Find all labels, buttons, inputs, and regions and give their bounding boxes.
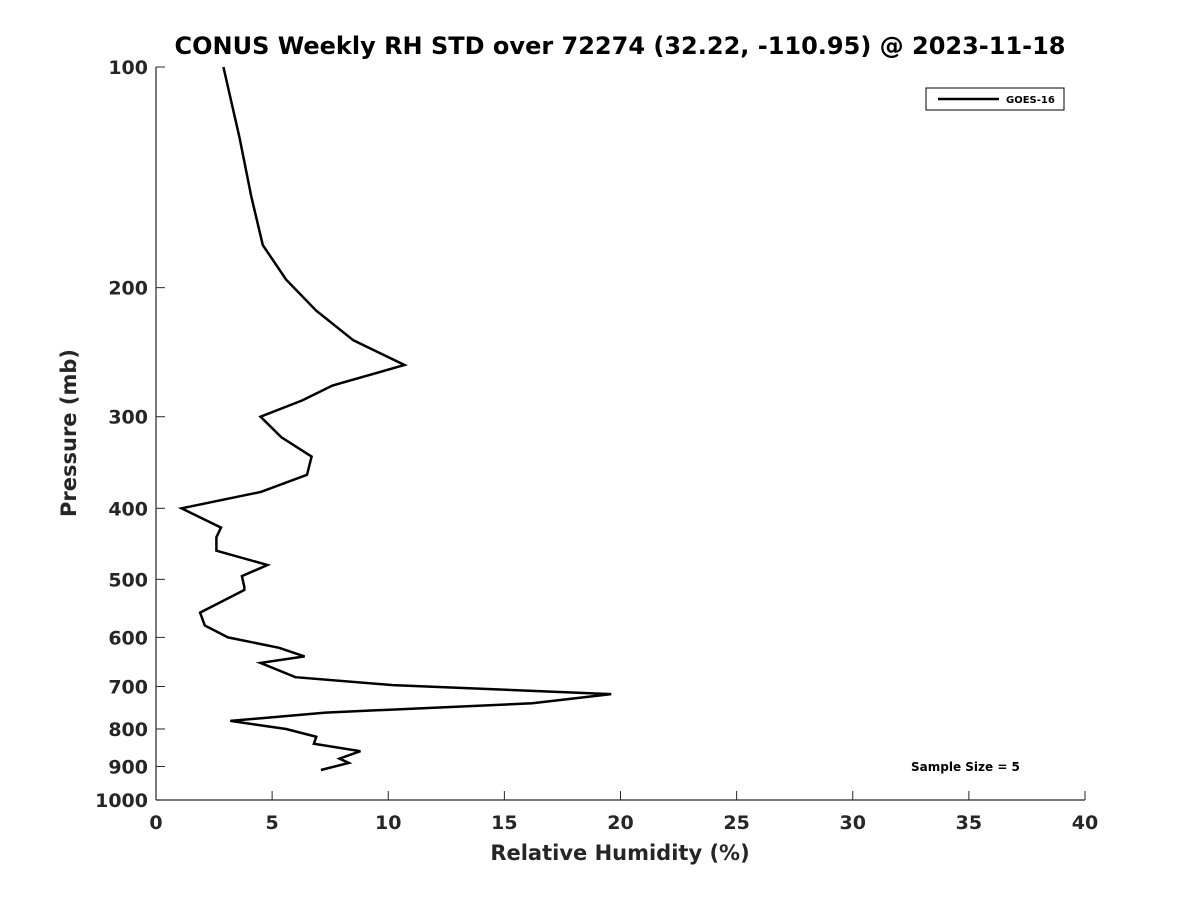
y-tick-label: 400 bbox=[108, 498, 148, 520]
x-tick-label: 5 bbox=[266, 812, 279, 834]
x-tick-label: 0 bbox=[149, 812, 162, 834]
x-tick-label: 30 bbox=[840, 812, 866, 834]
x-tick-label: 40 bbox=[1072, 812, 1098, 834]
y-tick-label: 300 bbox=[108, 407, 148, 429]
legend-label-goes-16: GOES-16 bbox=[1006, 95, 1055, 106]
y-axis-label: Pressure (mb) bbox=[57, 349, 81, 517]
y-tick-label: 500 bbox=[108, 569, 148, 591]
x-tick-label: 20 bbox=[607, 812, 633, 834]
y-tick-label: 100 bbox=[108, 57, 148, 79]
legend: GOES-16 bbox=[925, 87, 1065, 111]
x-axis-label: Relative Humidity (%) bbox=[490, 841, 749, 865]
x-tick-label: 35 bbox=[956, 812, 982, 834]
y-tick-label: 600 bbox=[108, 627, 148, 649]
series-layer bbox=[177, 66, 612, 772]
y-tick-label: 700 bbox=[108, 676, 148, 698]
chart-title: CONUS Weekly RH STD over 72274 (32.22, -… bbox=[174, 32, 1065, 60]
x-tick-label: 15 bbox=[491, 812, 517, 834]
y-tick-label: 900 bbox=[108, 756, 148, 778]
y-tick-label: 200 bbox=[108, 278, 148, 300]
series-line-goes-16 bbox=[177, 66, 612, 772]
sample-size-annotation: Sample Size = 5 bbox=[911, 760, 1020, 774]
y-tick-label: 1000 bbox=[95, 790, 148, 812]
x-tick-label: 10 bbox=[375, 812, 401, 834]
ticks-layer: 0 5 10 15 20 25 30 35 40 100 200 300 400 500 600 700 800… bbox=[95, 57, 1098, 834]
x-tick-label: 25 bbox=[723, 812, 749, 834]
axes-layer bbox=[155, 67, 1085, 801]
plot-background bbox=[156, 67, 1085, 800]
y-tick-label: 800 bbox=[108, 719, 148, 741]
